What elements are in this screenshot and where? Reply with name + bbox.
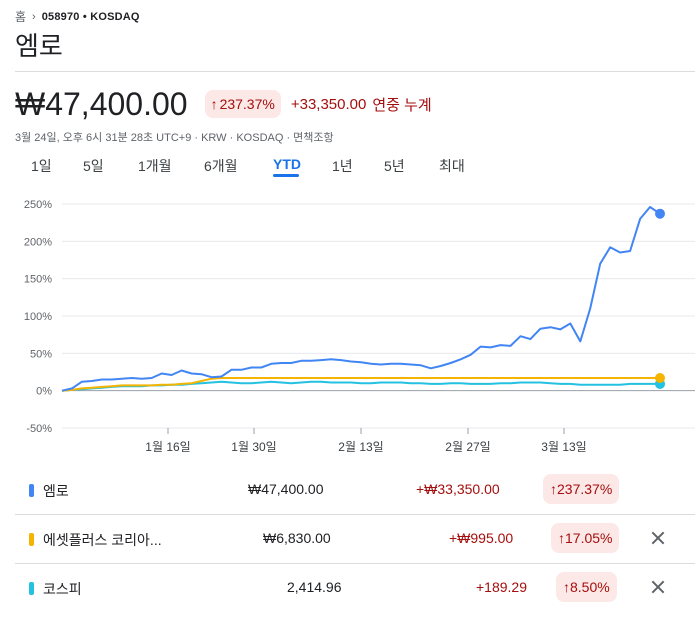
row-percent: 237.37%	[557, 481, 613, 497]
remove-comparison-button[interactable]	[648, 528, 668, 548]
row-change: +₩995.00	[449, 530, 514, 546]
comparison-row-kospi[interactable]: 코스피 2,414.96 +189.29 ↑8.50%	[15, 564, 695, 612]
price-comparison-chart[interactable]: 250% 200% 150% 100% 50% 0% -50% 1월 16일 1월 30일 2월 …	[0, 190, 695, 460]
comparison-row-espl[interactable]: 에셋플러스 코리아... ₩6,830.00 +₩995.00 ↑17.05%	[15, 515, 695, 563]
series-color-swatch	[29, 582, 34, 595]
comparison-row-emro[interactable]: 엠로 ₩47,400.00 +₩33,350.00 ↑237.37%	[15, 466, 695, 514]
series-end-dot	[655, 372, 665, 383]
breadcrumb-home[interactable]: 홈	[15, 10, 27, 24]
arrow-up-icon: ↑	[210, 96, 218, 112]
row-price: ₩6,830.00	[263, 530, 331, 546]
divider	[15, 71, 695, 72]
series-line	[61, 377, 660, 392]
series-line	[61, 206, 661, 392]
arrow-up-icon: ↑	[550, 481, 557, 497]
row-name: 엠로	[43, 483, 69, 499]
row-percent-badge: ↑17.05%	[551, 523, 620, 553]
change-period-label: 연중 누계	[372, 96, 432, 114]
x-tick-label: 2월 13일	[338, 440, 383, 454]
row-percent-badge: ↑8.50%	[556, 572, 617, 602]
active-tab-indicator	[273, 174, 299, 177]
divider	[15, 514, 695, 515]
y-tick-label: 250%	[24, 199, 52, 211]
tab-ytd[interactable]: YTD	[273, 156, 301, 172]
x-tick-label: 3월 13일	[541, 440, 586, 454]
series-color-swatch	[29, 533, 34, 546]
current-price: ₩47,400.00	[15, 85, 188, 122]
tab-1m[interactable]: 1개월	[138, 158, 172, 174]
row-percent: 17.05%	[565, 530, 613, 546]
row-change: +189.29	[476, 579, 527, 595]
absolute-change: +33,350.00	[290, 95, 367, 113]
breadcrumb: 홈 › 058970 • KOSDAQ	[15, 8, 140, 25]
tab-max[interactable]: 최대	[439, 158, 465, 174]
range-tabs: 1일 5일 1개월 6개월 YTD 1년 5년 최대	[15, 156, 515, 178]
tab-5d[interactable]: 5일	[83, 158, 104, 174]
breadcrumb-ticker: 058970 • KOSDAQ	[41, 10, 140, 23]
x-tick-label: 1월 16일	[145, 440, 190, 454]
y-tick-label: 100%	[24, 311, 52, 323]
arrow-up-icon: ↑	[563, 579, 570, 595]
tab-1d[interactable]: 1일	[31, 158, 52, 174]
y-tick-label: 150%	[24, 274, 52, 286]
remove-comparison-button[interactable]	[648, 577, 668, 597]
row-percent-badge: ↑237.37%	[543, 474, 620, 504]
y-tick-label: 0%	[36, 386, 52, 398]
tab-6m[interactable]: 6개월	[204, 158, 238, 174]
row-change: +₩33,350.00	[416, 481, 500, 497]
x-tick-label: 2월 27일	[445, 440, 490, 454]
series-color-swatch	[29, 484, 34, 497]
y-tick-label: -50%	[26, 423, 52, 435]
row-price: ₩47,400.00	[248, 481, 324, 497]
row-percent: 8.50%	[570, 579, 610, 595]
x-tick-label: 1월 30일	[231, 440, 276, 454]
chevron-right-icon: ›	[32, 10, 36, 23]
row-name: 코스피	[43, 581, 82, 597]
row-name: 에셋플러스 코리아...	[43, 532, 162, 548]
page-title: 엠로	[15, 31, 63, 61]
arrow-up-icon: ↑	[558, 530, 565, 546]
quote-meta: 3월 24일, 오후 6시 31분 28초 UTC+9 · KRW · KOSD…	[15, 132, 334, 144]
divider	[15, 563, 695, 564]
series-end-dot	[655, 208, 665, 219]
y-tick-label: 50%	[30, 348, 52, 360]
y-tick-label: 200%	[24, 236, 52, 248]
tab-1y[interactable]: 1년	[332, 158, 353, 174]
quote-summary: ₩47,400.00 ↑ 237.37% +33,350.00 연중 누계	[15, 84, 432, 124]
row-price: 2,414.96	[287, 579, 342, 595]
percent-change-value: 237.37%	[219, 96, 275, 112]
tab-5y[interactable]: 5년	[384, 158, 405, 174]
percent-change-badge: ↑ 237.37%	[204, 90, 281, 118]
